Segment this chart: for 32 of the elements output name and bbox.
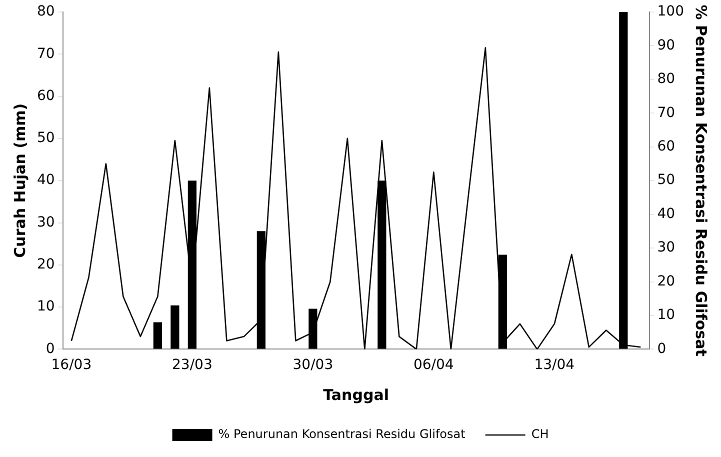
y-tick-label: 60 (36, 88, 55, 104)
x-tick-label: 13/04 (534, 357, 575, 374)
y2-tick-label: 30 (657, 240, 676, 256)
x-tick-label: 30/03 (292, 357, 334, 374)
y-tick-label: 20 (36, 256, 55, 273)
x-tick-label: 06/04 (413, 357, 454, 374)
y-tick-label: 40 (36, 172, 55, 188)
y2-tick-label: 60 (657, 138, 676, 155)
legend-label: CH (531, 427, 549, 442)
y2-tick-label: 20 (657, 273, 676, 290)
y2-tick-label: 70 (657, 104, 676, 121)
y-tick-label: 0 (46, 340, 55, 357)
y2-tick-label: 80 (657, 71, 676, 88)
y-tick-label: 80 (36, 4, 55, 20)
bar (153, 322, 162, 349)
y-tick-label: 50 (36, 130, 55, 146)
y-axis-title: Curah Hujan (mm) (10, 103, 29, 258)
y2-tick-label: 40 (657, 206, 676, 222)
y2-tick-label: 100 (657, 4, 684, 20)
y-tick-label: 70 (36, 46, 55, 62)
x-tick-label: 16/03 (51, 357, 92, 374)
x-axis-title: Tanggal (323, 386, 389, 404)
bar (170, 305, 180, 349)
y-tick-label: 30 (36, 214, 55, 230)
y-tick-label: 10 (36, 298, 55, 315)
legend-label: % Penurunan Konsentrasi Residu Glifosat (218, 427, 466, 442)
y2-tick-label: 90 (657, 37, 676, 54)
y2-tick-label: 10 (657, 307, 676, 324)
y2-tick-label: 0 (657, 340, 666, 357)
x-tick-label: 23/03 (172, 357, 212, 374)
y2-axis-title: % Penurunan Konsentrasi Residu Glifosat (692, 4, 710, 356)
y2-tick-label: 50 (657, 172, 676, 188)
